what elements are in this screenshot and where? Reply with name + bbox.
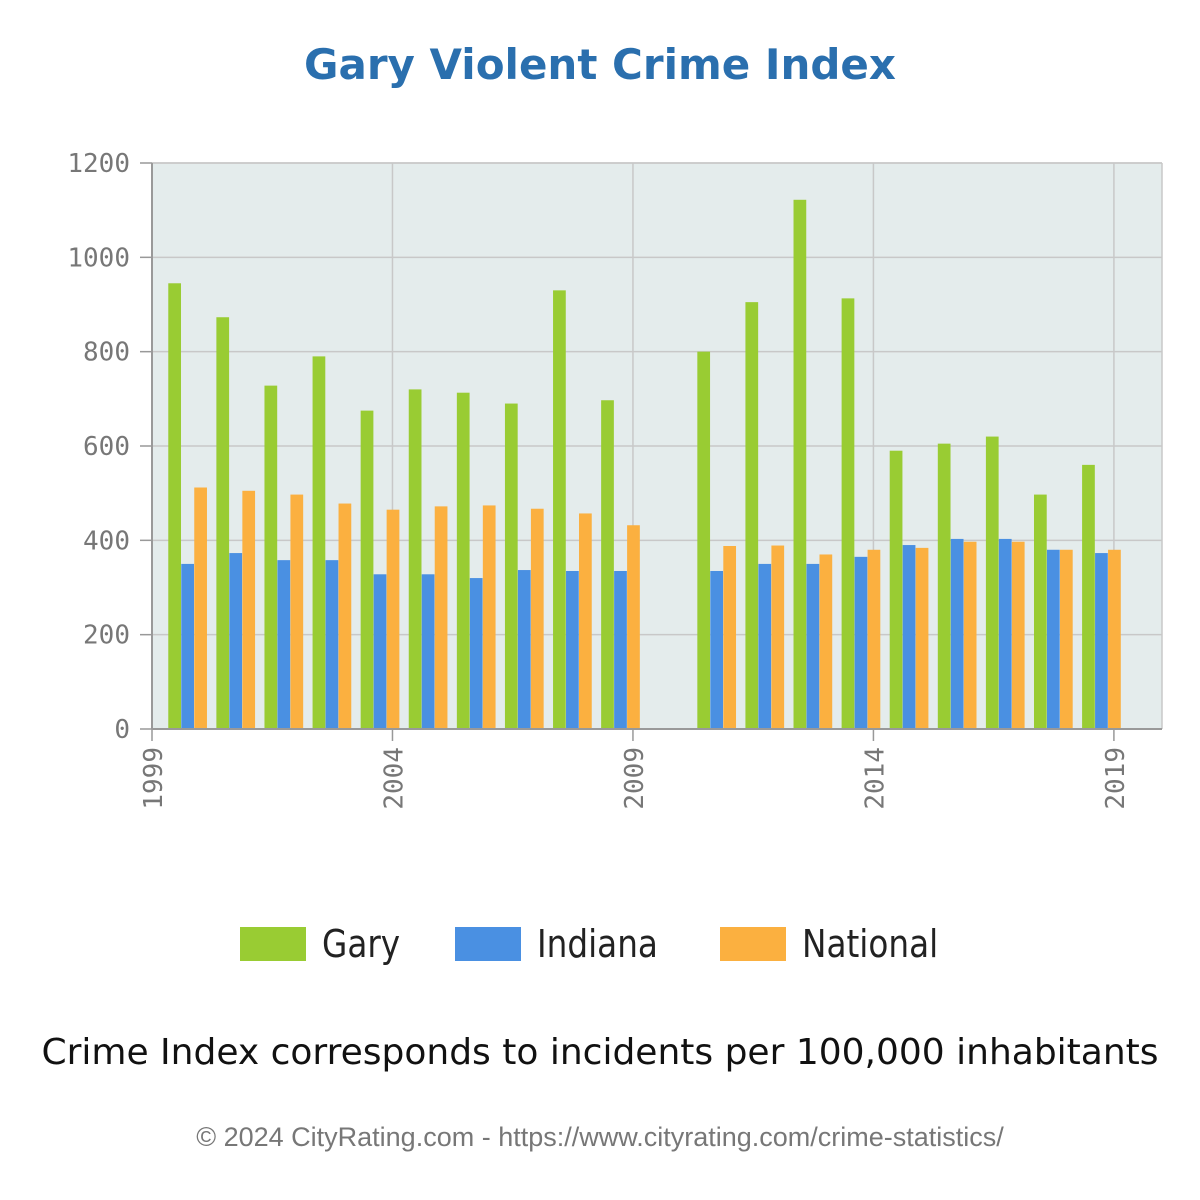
chart: 0 200 400 600 800 1000 1200 1999 2004 2009 2014 201… <box>67 149 1163 810</box>
bar-indiana-2019[interactable] <box>1095 553 1108 729</box>
bar-gary-2014[interactable] <box>841 298 855 729</box>
bar-gary-2008[interactable] <box>553 290 566 729</box>
bar-indiana-2007[interactable] <box>517 570 531 729</box>
bar-gary-2002[interactable] <box>264 385 278 729</box>
bar-indiana-2006[interactable] <box>469 578 483 729</box>
legend-item-indiana[interactable]: Indiana <box>454 922 678 966</box>
bar-indiana-2017[interactable] <box>998 538 1012 729</box>
bar-gary-2009[interactable] <box>601 400 614 729</box>
legend-item-national[interactable]: National <box>719 922 960 966</box>
bar-gary-2006[interactable] <box>456 392 470 729</box>
bar-gary-2016[interactable] <box>937 443 951 729</box>
bar-indiana-2008[interactable] <box>566 570 579 729</box>
bar-gary-2017[interactable] <box>985 436 999 729</box>
bar-national-2006[interactable] <box>482 505 496 729</box>
bar-gary-2019[interactable] <box>1082 464 1095 729</box>
bar-national-2019[interactable] <box>1108 549 1121 729</box>
bar-indiana-2012[interactable] <box>758 563 772 729</box>
legend-label-gary: Gary <box>322 922 401 966</box>
y-tick-label: 400 <box>83 526 130 556</box>
x-tick-label: 1999 <box>139 747 169 810</box>
legend-swatch-national <box>719 927 786 961</box>
bar-national-2008[interactable] <box>579 513 592 729</box>
bar-indiana-2000[interactable] <box>181 563 194 729</box>
x-tick-label: 2004 <box>379 747 409 810</box>
bar-national-2002[interactable] <box>290 494 304 729</box>
bar-national-2003[interactable] <box>338 503 352 729</box>
bar-indiana-2005[interactable] <box>421 574 435 729</box>
bar-national-2001[interactable] <box>242 490 256 729</box>
bar-gary-2018[interactable] <box>1033 494 1047 729</box>
y-tick-label: 0 <box>114 715 130 745</box>
legend: Gary Indiana National <box>0 922 1200 966</box>
legend-label-national: National <box>801 922 938 966</box>
footer-credit: © 2024 CityRating.com - https://www.city… <box>196 1122 1004 1152</box>
x-tick-label: 2009 <box>620 747 650 810</box>
y-tick-label: 1200 <box>67 149 130 179</box>
bar-gary-2000[interactable] <box>168 283 182 729</box>
bar-gary-2004[interactable] <box>360 410 374 729</box>
bar-indiana-2014[interactable] <box>854 556 868 729</box>
bar-national-2018[interactable] <box>1059 549 1073 729</box>
bar-indiana-2016[interactable] <box>950 538 964 729</box>
legend-swatch-gary <box>240 927 307 961</box>
y-tick-label: 800 <box>83 338 130 368</box>
caption: Crime Index corresponds to incidents per… <box>41 1032 1159 1073</box>
x-tick-label: 2014 <box>860 747 890 810</box>
bar-gary-2011[interactable] <box>697 351 711 729</box>
bar-national-2005[interactable] <box>434 506 448 729</box>
bar-gary-2012[interactable] <box>745 302 759 729</box>
bar-gary-2001[interactable] <box>216 317 230 729</box>
y-tick-label: 600 <box>83 432 130 462</box>
bar-national-2017[interactable] <box>1011 541 1025 729</box>
bar-indiana-2015[interactable] <box>902 545 916 729</box>
bar-national-2007[interactable] <box>530 508 544 729</box>
axes <box>140 162 1162 741</box>
bar-national-2016[interactable] <box>963 541 977 729</box>
bar-national-2000[interactable] <box>194 487 207 729</box>
bars <box>168 199 1121 730</box>
tick-labels: 0 200 400 600 800 1000 1200 1999 2004 2009 2014 201… <box>67 149 1131 810</box>
bar-gary-2013[interactable] <box>793 199 807 730</box>
bar-national-2012[interactable] <box>771 545 785 729</box>
bar-national-2004[interactable] <box>386 509 400 729</box>
bar-gary-2003[interactable] <box>312 356 326 729</box>
bar-national-2011[interactable] <box>723 545 737 729</box>
bar-indiana-2013[interactable] <box>806 563 820 729</box>
bar-indiana-2001[interactable] <box>229 553 243 729</box>
bar-indiana-2018[interactable] <box>1046 549 1060 729</box>
bar-national-2014[interactable] <box>867 549 881 729</box>
bar-national-2013[interactable] <box>819 554 833 729</box>
bar-gary-2007[interactable] <box>504 403 518 729</box>
legend-swatch-indiana <box>454 927 521 961</box>
bar-indiana-2002[interactable] <box>277 560 291 729</box>
bar-national-2015[interactable] <box>915 547 929 729</box>
legend-label-indiana: Indiana <box>536 922 658 966</box>
bar-gary-2015[interactable] <box>889 450 903 729</box>
legend-item-gary[interactable]: Gary <box>240 922 413 966</box>
x-tick-label: 2019 <box>1101 747 1131 810</box>
bar-indiana-2004[interactable] <box>373 574 387 729</box>
bar-indiana-2003[interactable] <box>325 560 339 729</box>
y-tick-label: 200 <box>83 621 130 651</box>
bar-gary-2005[interactable] <box>408 389 422 729</box>
chart-title: Gary Violent Crime Index <box>304 40 896 89</box>
bar-indiana-2009[interactable] <box>614 570 627 729</box>
bar-national-2009[interactable] <box>627 525 640 729</box>
bar-indiana-2011[interactable] <box>710 570 724 729</box>
y-tick-label: 1000 <box>67 243 130 273</box>
